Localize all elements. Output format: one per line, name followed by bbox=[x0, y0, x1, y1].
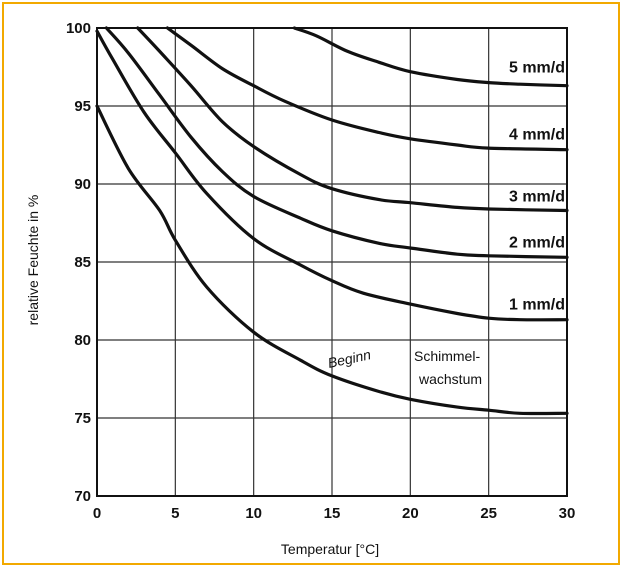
x-tick-label: 5 bbox=[171, 505, 179, 522]
series-line bbox=[95, 104, 569, 416]
curve-labels: 1 mm/d 2 mm/d 3 mm/d 4 mm/d 5 mm/d bbox=[509, 60, 565, 314]
x-tick-label: 30 bbox=[559, 505, 576, 522]
x-tick-label: 0 bbox=[93, 505, 101, 522]
series-line bbox=[292, 26, 569, 88]
x-tick-label: 20 bbox=[402, 505, 419, 522]
y-tick-label: 85 bbox=[74, 254, 91, 271]
y-tick-label: 75 bbox=[74, 410, 91, 427]
annotation-schimmel: Schimmel- bbox=[414, 348, 480, 364]
x-tick-label: 10 bbox=[245, 505, 262, 522]
y-tick-label: 100 bbox=[66, 20, 91, 37]
series-label: 3 mm/d bbox=[509, 189, 565, 206]
series-line bbox=[136, 26, 569, 213]
series-label: 5 mm/d bbox=[509, 60, 565, 77]
annotation-beginn: Beginn bbox=[326, 346, 372, 371]
y-axis-title: relative Feuchte in % bbox=[25, 195, 41, 326]
y-tick-label: 95 bbox=[74, 98, 91, 115]
series-label: 1 mm/d bbox=[509, 297, 565, 314]
y-tick-label: 80 bbox=[74, 332, 91, 349]
grid bbox=[96, 27, 568, 497]
series-line bbox=[104, 26, 569, 259]
x-tick-label: 15 bbox=[324, 505, 341, 522]
chart-frame bbox=[2, 2, 620, 565]
y-tick-label: 90 bbox=[74, 176, 91, 193]
series-label: 4 mm/d bbox=[509, 127, 565, 144]
y-tick-labels: 70 75 80 85 90 95 100 bbox=[66, 20, 91, 505]
x-axis-title: Temperatur [°C] bbox=[281, 541, 379, 557]
y-tick-label: 70 bbox=[74, 488, 91, 505]
curves bbox=[95, 26, 569, 416]
series-label: 2 mm/d bbox=[509, 234, 565, 251]
plot-border bbox=[96, 27, 568, 497]
annotation-wachstum: wachstum bbox=[418, 371, 482, 387]
x-tick-labels: 0 5 10 15 20 25 30 bbox=[93, 505, 576, 522]
series-line bbox=[95, 29, 569, 322]
x-tick-label: 25 bbox=[480, 505, 497, 522]
series-line bbox=[165, 26, 569, 152]
